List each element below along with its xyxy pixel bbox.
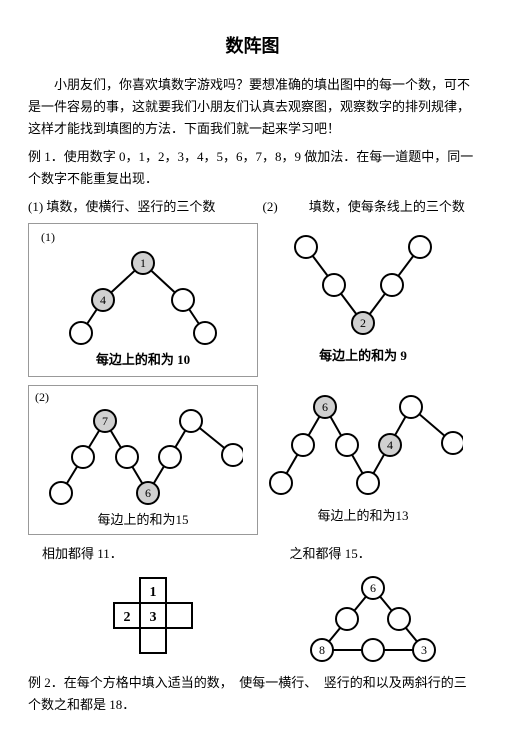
fig1a-n4: 4: [100, 293, 106, 307]
q1-text: (1) 填数，使横行、竖行的三个数: [28, 196, 243, 215]
example-2: 例 2．在每个方格中填入适当的数， 使每一横行、 竖行的和以及两斜行的三个数之和…: [28, 672, 477, 716]
fig-2b: 6 4 每边上的和为13: [258, 385, 468, 535]
cross-1: 1: [150, 585, 157, 600]
cap-15: 每边上的和为15: [31, 509, 255, 528]
cross-2: 2: [124, 610, 131, 625]
fig2b-n4: 4: [387, 438, 393, 452]
fig2a-n7: 7: [102, 414, 108, 428]
fig2b-svg: 6 4: [263, 389, 463, 501]
figure-row-3: 1 2 3 6 8 3: [28, 574, 477, 668]
sum-15: 之和都得 15．: [230, 543, 478, 565]
fig2a-n6: 6: [145, 486, 151, 500]
figure-row-2: (2) 7 6 每边上的和为15 6 4: [28, 385, 477, 535]
fig1b-n2: 2: [360, 316, 366, 330]
fig2-num: (2): [31, 390, 255, 405]
fig1a-svg: 1 4: [63, 245, 223, 345]
cross-fig: 1 2 3: [28, 574, 278, 660]
cap-10: 每边上的和为 10: [33, 349, 253, 368]
q2-text: 填数，使每条线上的三个数: [309, 199, 465, 214]
cross-svg: 1 2 3: [98, 574, 208, 656]
fig-2a: (2) 7 6 每边上的和为15: [28, 385, 258, 535]
fig2a-svg: 7 6: [43, 405, 243, 505]
fig-1b: 2 每边上的和为 9: [258, 223, 468, 377]
fig-1a: (1) 1 4 每边上的和为 10: [28, 223, 258, 377]
fig1a-n1: 1: [140, 256, 146, 270]
tri-3: 3: [421, 643, 427, 657]
intro-para: 小朋友们，你喜欢填数字游戏吗？要想准确的填出图中的每一个数，可不是一件容易的事，…: [28, 74, 477, 140]
fig1-num: (1): [33, 230, 253, 245]
sum-11: 相加都得 11．: [28, 543, 230, 565]
tri-6: 6: [370, 581, 376, 595]
example-1: 例 1．使用数字 0，1，2，3，4，5，6，7，8，9 做加法．在每一道题中，…: [28, 146, 477, 190]
cap-13: 每边上的和为13: [260, 505, 466, 524]
subquestion-row: (1) 填数，使横行、竖行的三个数 (2) 填数，使每条线上的三个数: [28, 196, 477, 215]
q2-num: (2): [263, 199, 278, 214]
tri-8: 8: [319, 643, 325, 657]
cap-9: 每边上的和为 9: [262, 345, 464, 364]
figure-row-1: (1) 1 4 每边上的和为 10 2 每边上的和为 9: [28, 223, 477, 377]
fig2b-n6: 6: [322, 400, 328, 414]
q2-wrap: (2) 填数，使每条线上的三个数: [243, 196, 478, 215]
triangle-fig: 6 8 3: [278, 574, 468, 668]
triangle-svg: 6 8 3: [298, 574, 448, 664]
fig1b-svg: 2: [278, 229, 448, 341]
page-title: 数阵图: [28, 32, 477, 58]
cross-3: 3: [150, 610, 157, 625]
sum-row: 相加都得 11． 之和都得 15．: [28, 543, 477, 565]
